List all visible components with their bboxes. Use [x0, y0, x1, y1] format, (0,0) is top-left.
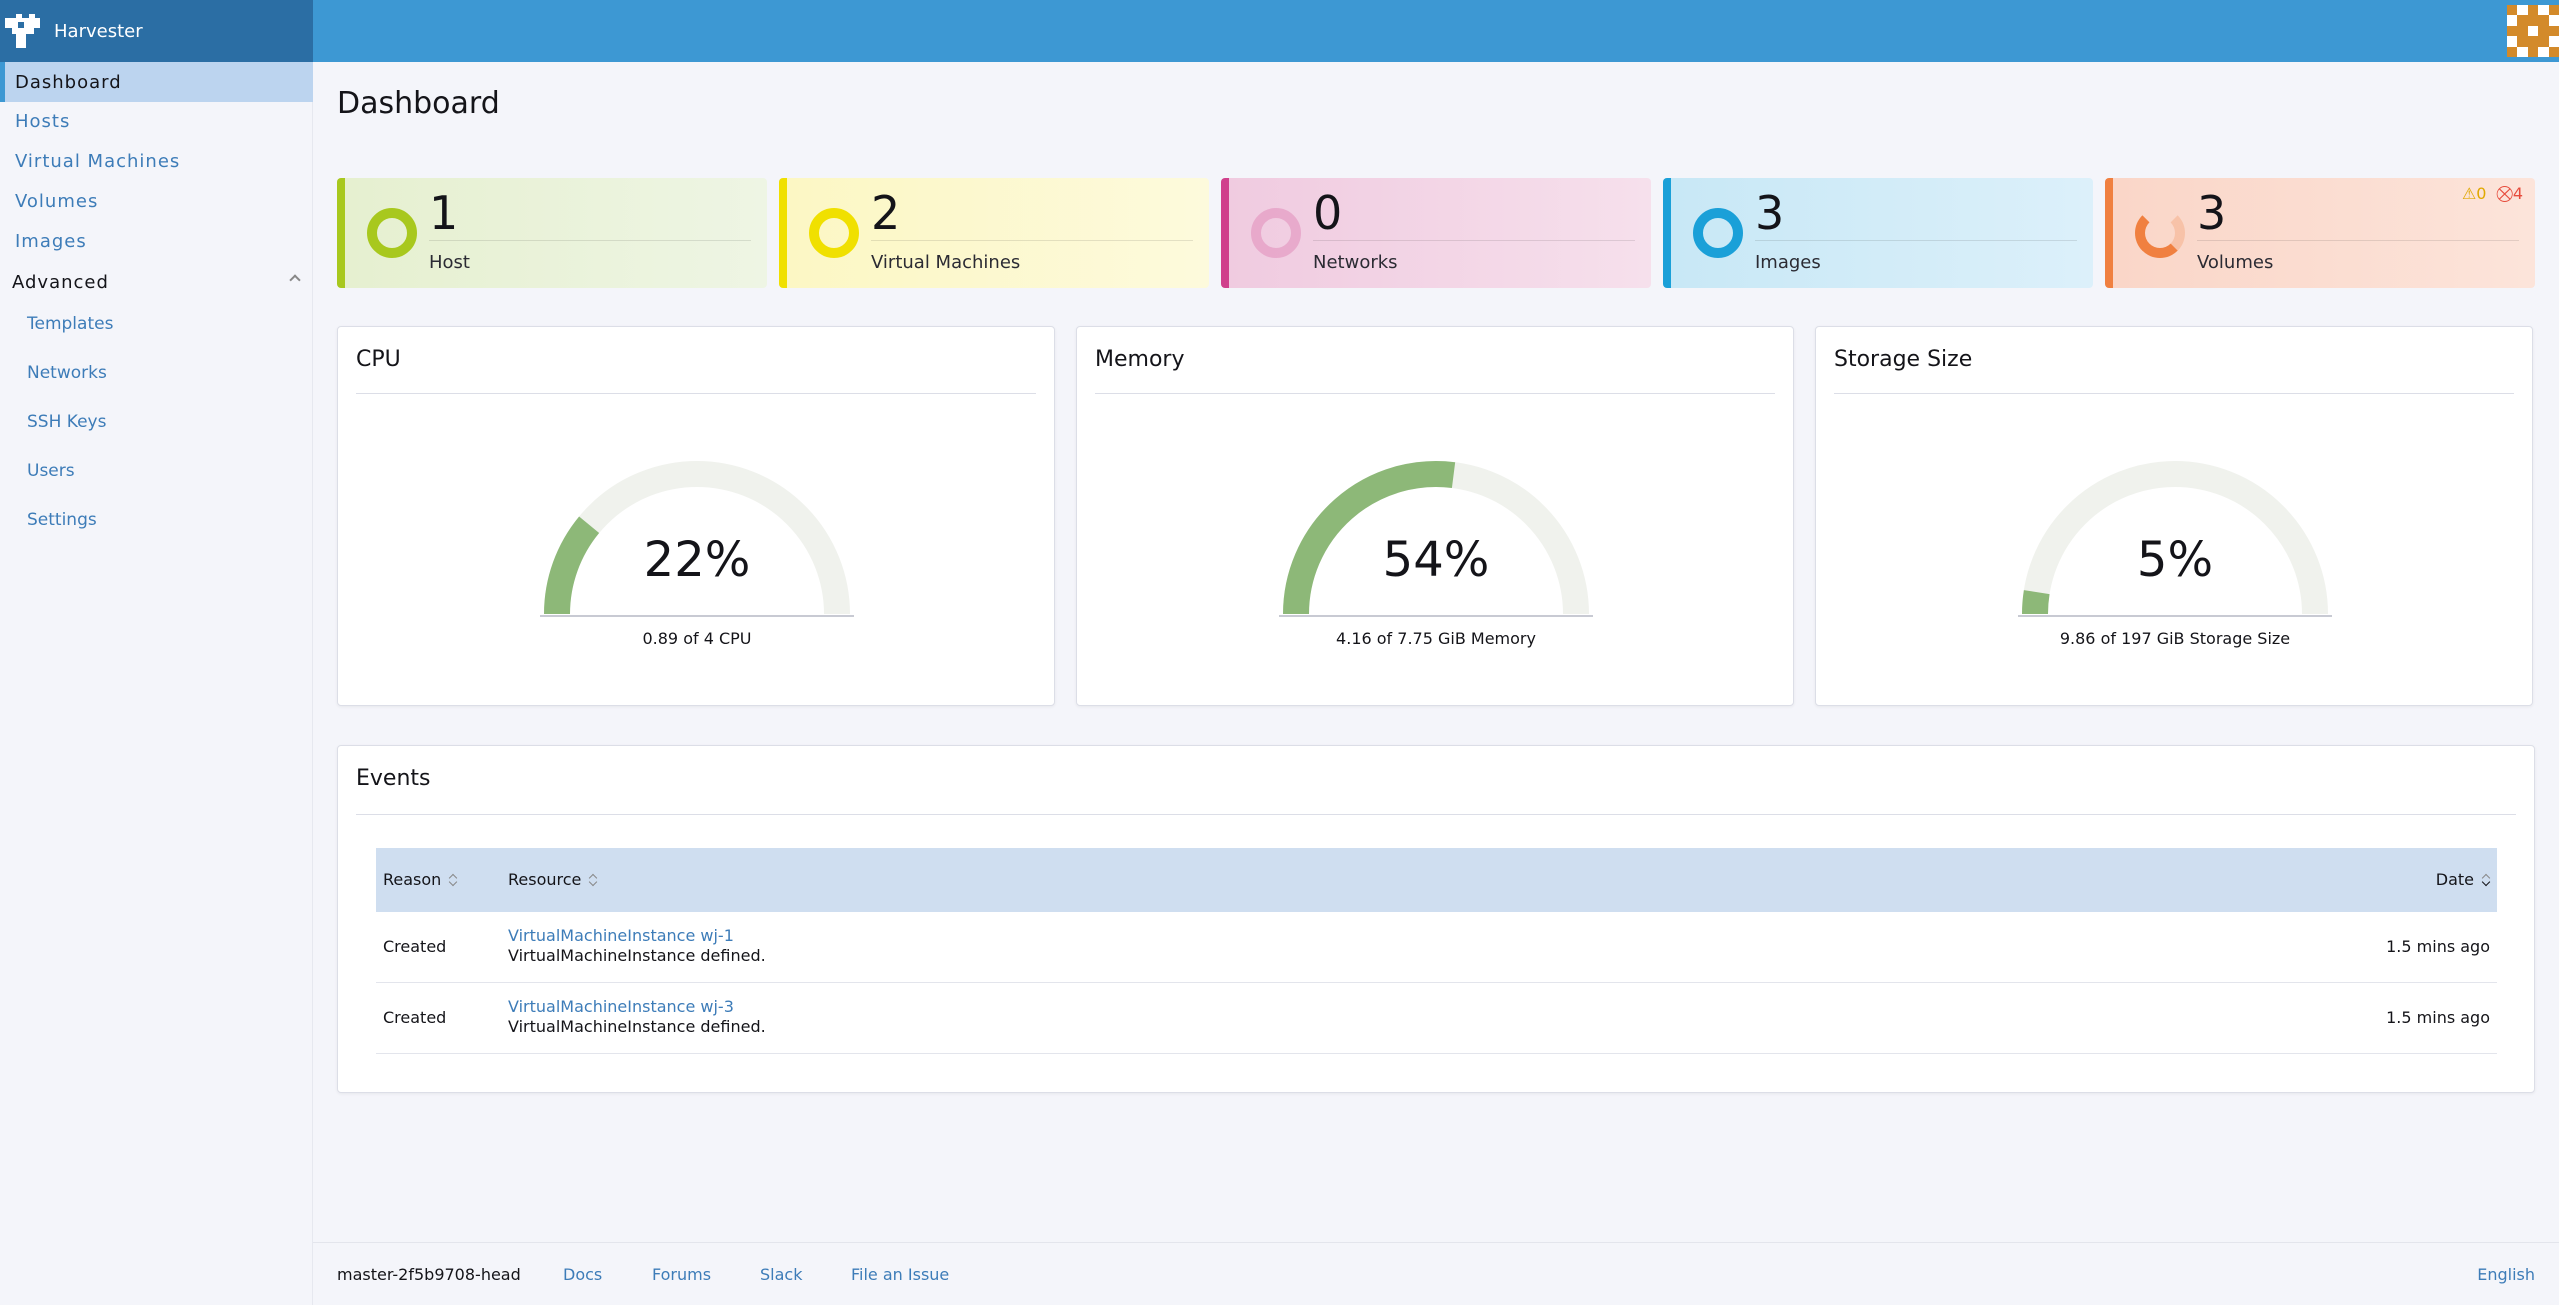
card-title: Storage Size — [1834, 347, 1973, 372]
sidebar-item-networks[interactable]: Networks — [27, 363, 107, 383]
status-badges: ⚠0 ⛒4 — [2462, 184, 2523, 204]
table-row: Created VirtualMachineInstance wj-3 Virt… — [376, 983, 2497, 1054]
sidebar-group-advanced[interactable]: Advanced — [0, 262, 313, 302]
gauge-percent: 54% — [1382, 532, 1490, 588]
events-card: Events Reason Resource Date Created Virt… — [337, 745, 2535, 1093]
gauge-detail: 9.86 of 197 GiB Storage Size — [2059, 629, 2291, 648]
card-title: CPU — [356, 347, 401, 372]
footer-link-slack[interactable]: Slack — [760, 1265, 803, 1284]
stat-label: Host — [429, 252, 470, 273]
stat-card-networks[interactable]: 0 Networks — [1221, 178, 1651, 288]
ring-icon — [809, 208, 859, 258]
events-table-header: Reason Resource Date — [376, 848, 2497, 912]
event-message: VirtualMachineInstance defined. — [508, 1017, 766, 1036]
event-resource-link[interactable]: VirtualMachineInstance wj-3 — [508, 997, 734, 1016]
stat-label: Volumes — [2197, 252, 2274, 273]
gauge-percent: 22% — [643, 532, 751, 588]
footer-link-docs[interactable]: Docs — [563, 1265, 603, 1284]
sidebar-group-label: Advanced — [12, 271, 109, 293]
table-row: Created VirtualMachineInstance wj-1 Virt… — [376, 912, 2497, 983]
footer: master-2f5b9708-head Docs Forums Slack F… — [313, 1242, 2559, 1305]
column-header-date[interactable]: Date — [2436, 870, 2490, 889]
sidebar-item-settings[interactable]: Settings — [27, 510, 97, 530]
event-date: 1.5 mins ago — [2386, 1008, 2490, 1027]
memory-gauge — [1283, 461, 1589, 615]
card-title: Memory — [1095, 347, 1185, 372]
ring-icon — [1693, 208, 1743, 258]
cpu-gauge — [544, 461, 850, 615]
sidebar-item-images[interactable]: Images — [15, 230, 87, 252]
warning-badge: ⚠0 — [2461, 184, 2487, 203]
error-badge: ⛒4 — [2496, 184, 2523, 203]
footer-link-file-issue[interactable]: File an Issue — [851, 1265, 950, 1284]
stat-label: Images — [1755, 252, 1821, 273]
top-bar: Harvester — [0, 0, 2559, 62]
chevron-up-icon — [289, 274, 301, 286]
gauge-detail: 4.16 of 7.75 GiB Memory — [1336, 629, 1536, 648]
brand[interactable]: Harvester — [0, 0, 313, 62]
gauge-card-storage: Storage Size 5% 9.86 of 197 GiB Storage … — [1815, 326, 2533, 706]
storage-gauge — [2022, 461, 2328, 615]
event-date: 1.5 mins ago — [2386, 937, 2490, 956]
gauge-percent: 5% — [2136, 532, 2214, 588]
sidebar-item-templates[interactable]: Templates — [27, 314, 114, 334]
gauge-card-memory: Memory 54% 4.16 of 7.75 GiB Memory — [1076, 326, 1794, 706]
stat-card-virtual-machines[interactable]: 2 Virtual Machines — [779, 178, 1209, 288]
gauge-card-cpu: CPU 22% 0.89 of 4 CPU — [337, 326, 1055, 706]
gauge-detail: 0.89 of 4 CPU — [642, 629, 752, 648]
version-label: master-2f5b9708-head — [337, 1265, 521, 1284]
avatar[interactable] — [2507, 5, 2559, 57]
stat-card-hosts[interactable]: 1 Host — [337, 178, 767, 288]
sidebar-item-ssh-keys[interactable]: SSH Keys — [27, 412, 107, 432]
sidebar: Dashboard Hosts Virtual Machines Volumes… — [0, 62, 313, 1305]
sidebar-item-dashboard[interactable]: Dashboard — [0, 62, 313, 102]
stat-count: 1 — [429, 186, 459, 240]
sort-icon — [449, 874, 457, 886]
sidebar-item-volumes[interactable]: Volumes — [15, 190, 99, 212]
column-header-resource[interactable]: Resource — [508, 870, 597, 889]
ring-icon — [1251, 208, 1301, 258]
page-title: Dashboard — [337, 86, 500, 121]
sort-icon — [589, 874, 597, 886]
sort-desc-icon — [2482, 874, 2490, 886]
stat-label: Networks — [1313, 252, 1398, 273]
stat-count: 3 — [1755, 186, 1785, 240]
sidebar-item-virtual-machines[interactable]: Virtual Machines — [15, 150, 181, 172]
event-reason: Created — [383, 937, 447, 956]
stat-count: 2 — [871, 186, 901, 240]
sidebar-item-users[interactable]: Users — [27, 461, 75, 481]
stat-card-images[interactable]: 3 Images — [1663, 178, 2093, 288]
event-resource-link[interactable]: VirtualMachineInstance wj-1 — [508, 926, 734, 945]
event-message: VirtualMachineInstance defined. — [508, 946, 766, 965]
column-header-reason[interactable]: Reason — [383, 870, 457, 889]
sidebar-item-hosts[interactable]: Hosts — [15, 110, 71, 132]
stat-count: 0 — [1313, 186, 1343, 240]
ring-icon — [367, 208, 417, 258]
stat-card-volumes[interactable]: 3 Volumes ⚠0 ⛒4 — [2105, 178, 2535, 288]
stat-count: 3 — [2197, 186, 2227, 240]
ring-icon — [2135, 208, 2185, 258]
app-name: Harvester — [54, 20, 143, 42]
language-selector[interactable]: English — [2477, 1265, 2535, 1284]
event-reason: Created — [383, 1008, 447, 1027]
stat-label: Virtual Machines — [871, 252, 1021, 273]
footer-link-forums[interactable]: Forums — [652, 1265, 712, 1284]
harvester-logo-icon — [5, 14, 40, 48]
events-title: Events — [356, 766, 431, 791]
